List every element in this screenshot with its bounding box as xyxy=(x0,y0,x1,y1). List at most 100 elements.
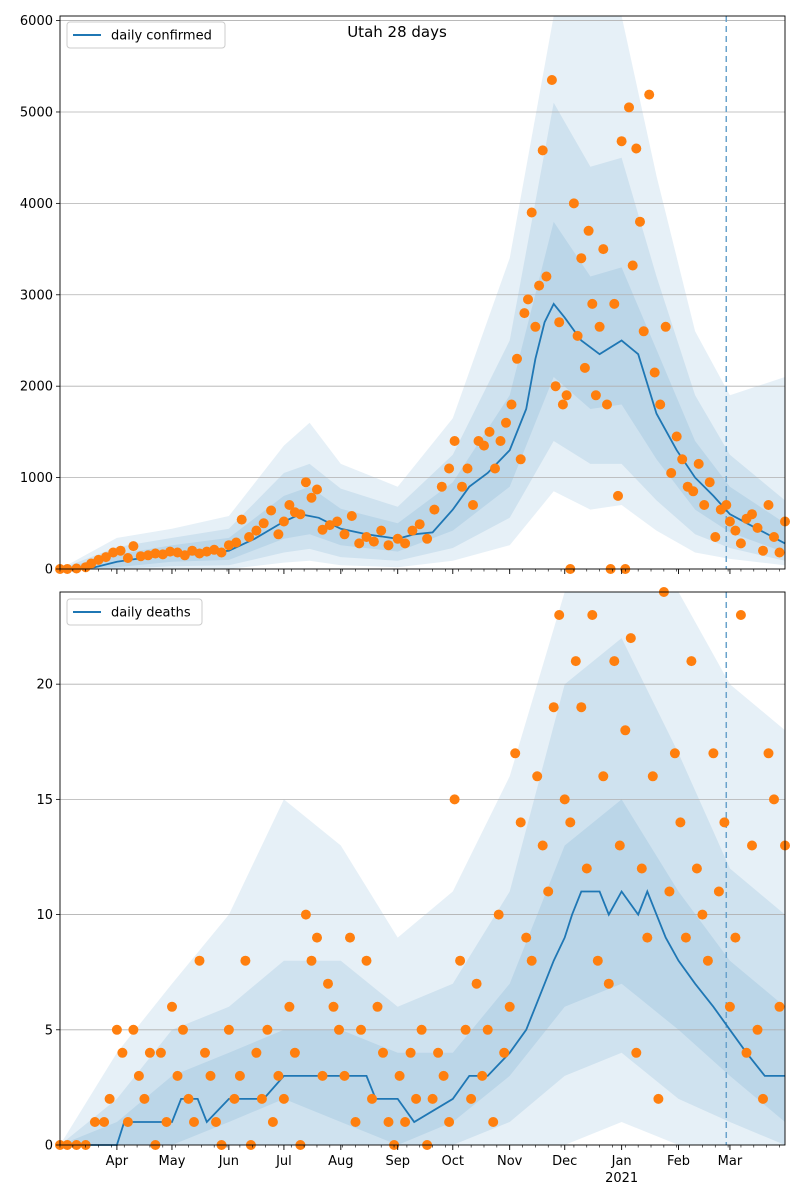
data-point xyxy=(455,955,466,966)
y-tick-label: 15 xyxy=(36,793,53,808)
data-point xyxy=(583,225,594,236)
x-tick-label: Aug xyxy=(328,1154,353,1169)
data-point xyxy=(117,1047,128,1058)
deaths-line-layer xyxy=(60,889,785,1146)
data-point xyxy=(521,932,532,943)
uncertainty-band xyxy=(60,592,785,1145)
data-point xyxy=(752,1024,763,1035)
data-point xyxy=(346,511,357,521)
data-point xyxy=(490,463,500,474)
x-tick-label: Mar xyxy=(718,1154,743,1169)
data-point xyxy=(328,1001,339,1012)
data-point xyxy=(642,932,653,943)
data-point xyxy=(462,463,473,474)
data-point xyxy=(251,1047,262,1058)
y-tick-label: 3000 xyxy=(20,288,53,303)
deaths-axes: 0 5 10 15 20 Apr May Jun Jul Aug Sep Oct Nov Dec Jan Fe… xyxy=(36,591,786,1186)
plot-frame xyxy=(59,591,786,1146)
legend-label-confirmed: daily confirmed xyxy=(111,29,212,44)
data-point xyxy=(150,548,161,559)
data-point xyxy=(278,1093,289,1104)
x-year-label: 2021 xyxy=(605,1171,638,1186)
data-point xyxy=(267,1117,278,1127)
data-point xyxy=(730,525,741,536)
data-point xyxy=(638,326,649,337)
data-point xyxy=(429,504,440,515)
data-point xyxy=(392,533,403,544)
data-point xyxy=(256,1093,267,1104)
data-point xyxy=(383,1117,394,1127)
data-point xyxy=(550,381,561,392)
data-point xyxy=(339,1070,350,1081)
data-point xyxy=(616,136,627,147)
data-point xyxy=(115,545,126,556)
data-point xyxy=(620,725,631,736)
confirmed-axes: 0 1000 2000 3000 4000 5000 6000 xyxy=(20,14,786,578)
data-point xyxy=(590,390,601,401)
data-point xyxy=(769,794,779,805)
data-point xyxy=(499,1047,510,1058)
data-point xyxy=(194,955,205,966)
data-point xyxy=(515,454,526,465)
data-point xyxy=(769,532,779,542)
data-point xyxy=(295,509,306,520)
data-point xyxy=(693,458,704,469)
data-point xyxy=(627,260,638,271)
data-point xyxy=(677,454,688,465)
data-point xyxy=(244,532,255,542)
data-point xyxy=(306,955,317,966)
data-point xyxy=(598,771,609,782)
x-tick-label: Jan xyxy=(611,1154,632,1169)
data-point xyxy=(495,436,506,446)
data-point xyxy=(100,552,111,563)
data-point xyxy=(515,817,526,828)
data-point xyxy=(234,1070,245,1081)
data-point xyxy=(758,1093,768,1104)
data-point xyxy=(530,321,541,332)
x-tick-label: Dec xyxy=(552,1154,577,1169)
data-point xyxy=(323,978,333,989)
data-point xyxy=(548,702,559,713)
data-point xyxy=(708,748,719,759)
data-point xyxy=(179,550,190,561)
data-point xyxy=(471,978,482,989)
data-point xyxy=(438,1070,449,1081)
data-point xyxy=(449,436,460,446)
data-point xyxy=(758,545,768,556)
y-tick-label: 20 xyxy=(36,678,53,693)
data-point xyxy=(504,1001,515,1012)
data-point xyxy=(334,1024,344,1035)
data-point xyxy=(436,481,447,492)
confirmed-legend: daily confirmed xyxy=(66,21,226,49)
x-tick-label: Apr xyxy=(106,1154,129,1169)
data-point xyxy=(345,932,355,943)
data-point xyxy=(361,955,372,966)
data-point xyxy=(697,909,708,920)
data-point xyxy=(666,468,677,478)
data-point xyxy=(300,909,311,920)
data-point xyxy=(523,294,533,305)
data-point xyxy=(416,1024,427,1035)
chart-title: Utah 28 days xyxy=(347,23,447,41)
data-point xyxy=(691,863,702,874)
data-point xyxy=(598,244,609,255)
data-point xyxy=(317,524,328,535)
data-point xyxy=(71,563,82,574)
data-point xyxy=(609,298,620,309)
data-point xyxy=(572,330,583,341)
x-tick-label: Oct xyxy=(442,1154,464,1169)
data-point xyxy=(702,955,713,966)
data-point xyxy=(653,1093,664,1104)
deaths-legend: daily deaths xyxy=(66,598,203,626)
data-point xyxy=(614,840,625,851)
data-point xyxy=(300,477,311,488)
series-line xyxy=(60,889,785,1146)
data-point xyxy=(561,390,572,401)
data-point xyxy=(554,317,565,328)
data-point xyxy=(635,216,645,227)
data-point xyxy=(724,1001,735,1012)
deaths-scatter-layer xyxy=(55,587,790,1150)
x-tick-label: May xyxy=(159,1154,186,1169)
data-point xyxy=(400,1117,411,1127)
data-point xyxy=(686,656,697,667)
